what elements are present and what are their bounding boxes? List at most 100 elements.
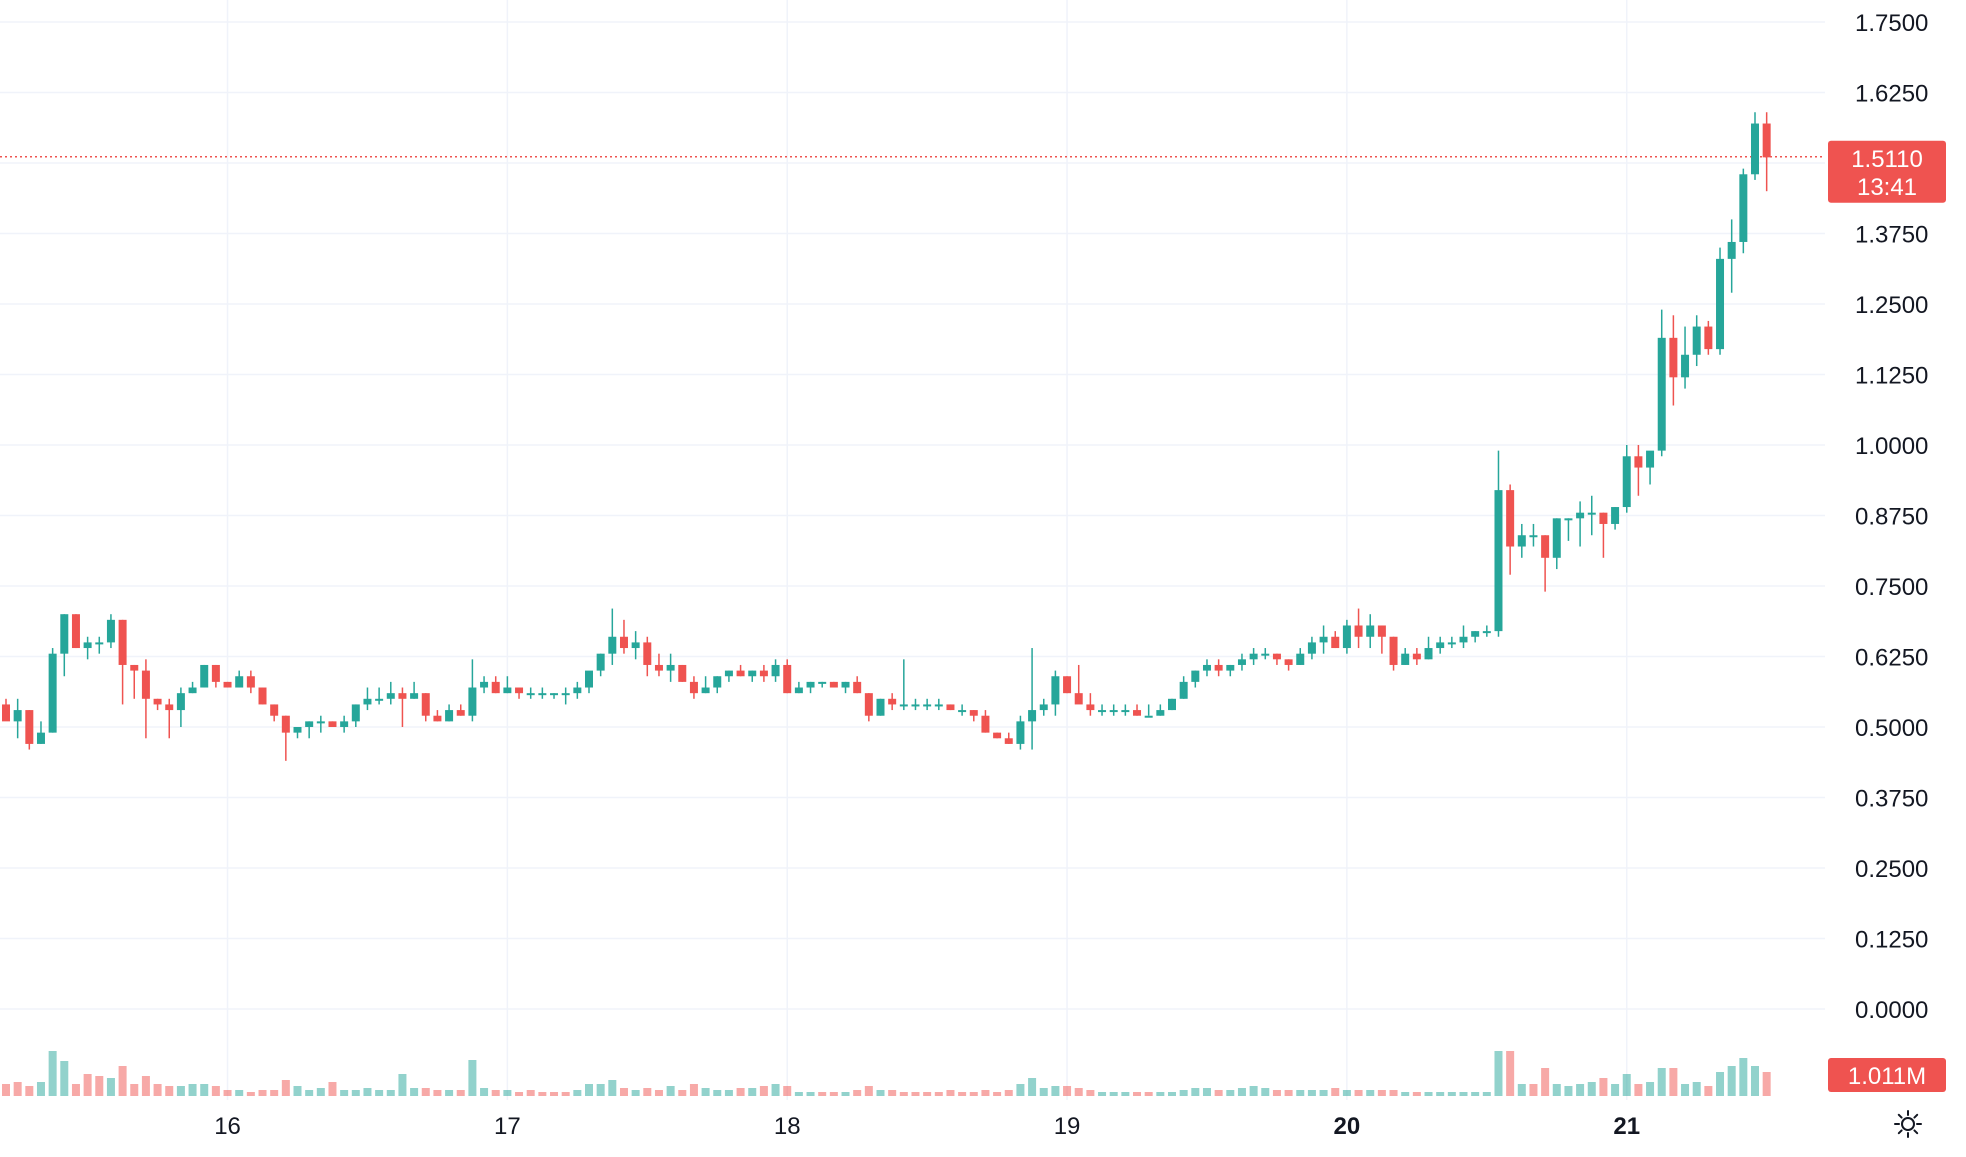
volume-bar: [445, 1090, 454, 1096]
volume-bar: [771, 1084, 780, 1096]
candle-up: [1168, 698, 1176, 711]
settings-gear-icon[interactable]: [1888, 1104, 1928, 1144]
candle-body: [608, 636, 617, 654]
grid-lines: [0, 0, 1825, 1100]
candle-body: [643, 642, 652, 665]
volume-bar: [1576, 1084, 1585, 1096]
candle-up: [1226, 664, 1235, 677]
volume-bar: [958, 1092, 967, 1096]
volume-bar: [305, 1090, 314, 1096]
volume-bar: [246, 1092, 255, 1096]
volume-bar: [1214, 1090, 1223, 1096]
candle-body: [1692, 326, 1701, 355]
volume-bar: [316, 1088, 325, 1096]
candle-body: [1669, 337, 1678, 378]
candle-up: [1622, 445, 1631, 513]
candle-up: [1751, 112, 1759, 180]
volume-bar: [211, 1086, 220, 1096]
volume-bar: [375, 1090, 384, 1096]
time-tick-label: 21: [1613, 1113, 1640, 1140]
candle-body: [515, 687, 524, 694]
candle-body: [1284, 659, 1293, 665]
candle-up: [724, 670, 733, 682]
volume-bar: [713, 1090, 722, 1096]
volume-bar: [619, 1088, 628, 1096]
candle-body: [1121, 710, 1130, 713]
candle-up: [1436, 636, 1445, 654]
candle-up: [794, 681, 803, 694]
candle-up: [1016, 715, 1025, 750]
volume-bar: [1121, 1092, 1130, 1096]
candle-body: [1389, 636, 1398, 665]
candle-up: [363, 687, 372, 711]
candle-down: [165, 698, 174, 739]
candle-body: [1541, 535, 1550, 558]
candle-up: [1552, 518, 1561, 570]
candle-body: [841, 681, 850, 688]
candle-down: [270, 704, 279, 722]
volume-bar: [1762, 1072, 1771, 1096]
candle-down: [25, 710, 34, 750]
time-tick-label: 18: [774, 1113, 801, 1140]
volume-bar: [888, 1090, 897, 1096]
candle-body: [1471, 631, 1480, 637]
volume-bar: [386, 1090, 395, 1096]
candle-body: [165, 704, 174, 711]
candle-up: [818, 681, 827, 688]
candle-up: [1727, 219, 1736, 293]
price-tick-label: 1.1250: [1855, 363, 1928, 390]
volume-bar: [456, 1090, 465, 1096]
candle-up: [235, 670, 244, 688]
volume-bar: [1063, 1086, 1072, 1096]
candle-up: [503, 676, 512, 694]
candle-down: [141, 659, 150, 739]
candle-body: [188, 687, 197, 694]
volume-bar: [1424, 1092, 1433, 1096]
volume-bar: [71, 1084, 80, 1096]
candle-body: [71, 614, 80, 649]
candle-up: [1249, 648, 1258, 665]
candle-up: [60, 614, 69, 677]
candle-down: [1133, 704, 1142, 716]
candle-body: [923, 704, 932, 707]
candle-body: [1529, 535, 1538, 538]
candle-body: [713, 676, 722, 688]
volume-bar: [631, 1090, 640, 1096]
candle-body: [1576, 512, 1585, 519]
volume-badge: [1828, 1058, 1946, 1092]
candle-body: [36, 732, 45, 744]
current-price-label: 1.5110: [1851, 146, 1923, 173]
volume-bar: [153, 1084, 162, 1096]
candle-body: [1657, 337, 1666, 451]
price-tick-label: 1.0000: [1855, 433, 1928, 460]
candle-body: [946, 704, 955, 711]
candle-body: [958, 710, 967, 713]
volume-bar: [1669, 1068, 1678, 1096]
volume-bar: [1261, 1088, 1270, 1096]
candle-down: [643, 636, 652, 677]
candle-up: [538, 687, 547, 699]
countdown-label: 13:41: [1857, 174, 1917, 201]
candle-body: [1086, 704, 1095, 711]
volume-bar: [491, 1090, 500, 1096]
volume-bar: [398, 1074, 407, 1096]
volume-bar: [864, 1086, 873, 1096]
candle-body: [95, 642, 104, 645]
candle-body: [60, 614, 69, 654]
candle-up: [550, 693, 559, 699]
candle-body: [83, 642, 92, 649]
volume-bar: [1634, 1084, 1643, 1096]
candle-body: [1424, 648, 1433, 660]
candle-body: [130, 664, 139, 671]
candle-body: [211, 664, 220, 682]
candle-body: [911, 704, 920, 707]
candle-body: [550, 693, 559, 696]
candle-up: [1459, 625, 1468, 649]
candle-body: [2, 704, 10, 722]
candle-up: [1471, 631, 1480, 643]
volume-bar: [293, 1086, 302, 1096]
candle-body: [771, 664, 780, 677]
